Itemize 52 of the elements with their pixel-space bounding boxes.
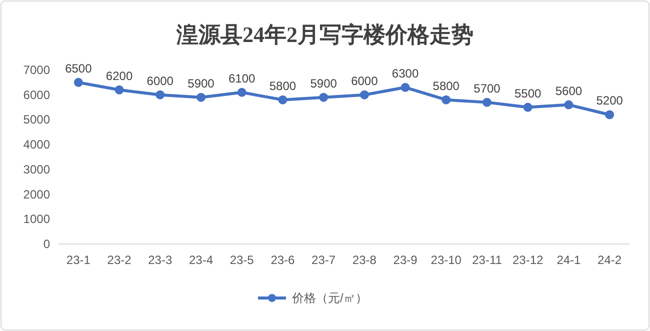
y-tick-label: 4000 <box>23 138 50 152</box>
data-label: 5600 <box>555 84 582 98</box>
y-tick-label: 1000 <box>23 212 50 226</box>
x-tick-label: 23-1 <box>66 253 91 267</box>
data-label: 6000 <box>351 74 378 88</box>
x-tick-label: 23-11 <box>472 253 502 267</box>
point <box>114 85 124 94</box>
x-tick-label: 24-2 <box>598 253 622 267</box>
point <box>400 82 410 92</box>
point <box>360 90 369 100</box>
data-label: 5900 <box>188 76 215 90</box>
data-label: 5500 <box>514 86 542 100</box>
point <box>482 98 492 107</box>
x-tick-label: 23-7 <box>312 253 336 267</box>
data-label: 6000 <box>146 74 174 88</box>
y-tick-label: 3000 <box>23 162 50 176</box>
data-label: 6300 <box>392 66 419 80</box>
x-tick-label: 23-3 <box>148 253 172 267</box>
y-tick-label: 7000 <box>23 63 50 77</box>
point <box>523 102 532 112</box>
x-tick-label: 23-12 <box>512 253 544 267</box>
y-tick-label: 0 <box>43 237 50 251</box>
data-label: 6200 <box>106 68 133 83</box>
data-label: 5800 <box>432 78 460 93</box>
chart-title: 湟源县24年2月写字楼价格走势 <box>176 22 474 47</box>
x-tick-label: 24-1 <box>556 253 582 267</box>
point <box>605 110 614 120</box>
legend-label: 价格（元/㎡） <box>291 291 368 305</box>
y-tick-label: 6000 <box>23 88 50 102</box>
x-tick-label: 23-10 <box>430 253 462 267</box>
point <box>442 95 451 104</box>
data-label: 5700 <box>474 81 501 96</box>
x-tick-label: 23-6 <box>270 253 296 267</box>
point <box>319 92 328 102</box>
x-tick-label: 23-8 <box>352 253 377 267</box>
x-tick-label: 23-9 <box>393 253 418 267</box>
y-tick-label: 5000 <box>23 112 50 127</box>
point <box>156 90 165 100</box>
y-tick-label: 2000 <box>23 187 50 202</box>
x-tick-label: 23-4 <box>188 253 214 267</box>
x-tick-label: 23-2 <box>107 253 132 267</box>
data-label: 5800 <box>269 78 296 93</box>
point <box>278 95 288 104</box>
point <box>74 78 83 87</box>
point <box>196 92 206 102</box>
data-label: 5200 <box>596 94 624 108</box>
x-tick-label: 23-5 <box>230 253 254 267</box>
point <box>237 88 246 97</box>
data-label: 5900 <box>310 76 338 90</box>
data-label: 6100 <box>228 71 256 86</box>
point <box>564 100 574 110</box>
data-label: 6500 <box>65 61 92 76</box>
